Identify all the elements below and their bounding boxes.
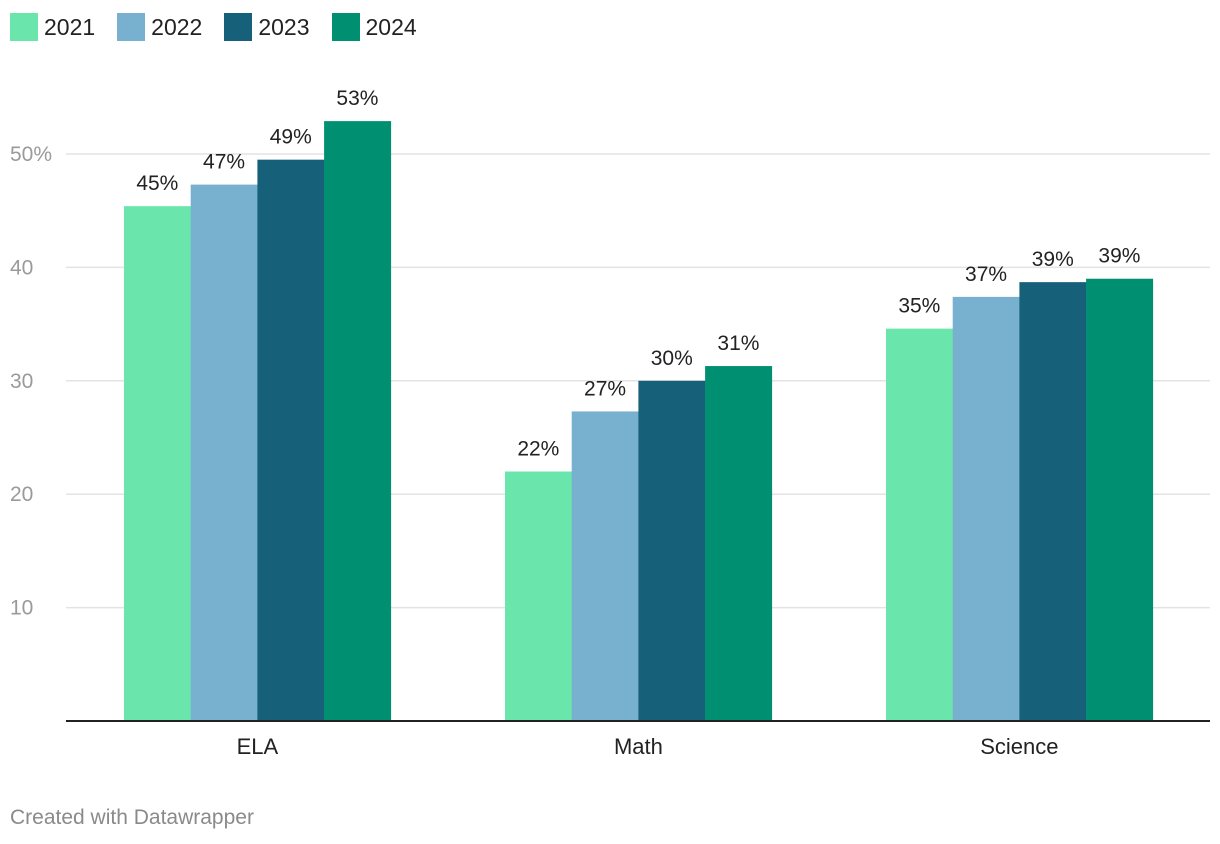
- bar-ela-2023: [257, 159, 325, 722]
- y-tick-label: 50%: [10, 143, 52, 166]
- x-category-label: ELA: [237, 734, 279, 759]
- data-label-science-2023: 39%: [1032, 248, 1074, 271]
- y-tick-label: 10: [10, 597, 33, 620]
- data-label-ela-2021: 45%: [136, 172, 178, 195]
- data-label-math-2023: 30%: [651, 347, 693, 370]
- bar-math-2021: [505, 471, 572, 721]
- bar-science-2023: [1019, 282, 1087, 721]
- legend-swatch-2022: [117, 13, 146, 41]
- data-label-ela-2022: 47%: [203, 151, 245, 174]
- legend-item-2021: 2021: [10, 13, 95, 41]
- bar-ela-2022: [190, 184, 258, 722]
- legend-swatch-2023: [224, 13, 253, 41]
- chart-legend: 2021 2022 2023 2024: [10, 12, 439, 42]
- bar-chart: 10 20 30 40 50% 45% 47% 49% 53% ELA 22% 27% 30% 31% Ma…: [10, 87, 1210, 759]
- legend-label-2021: 2021: [44, 13, 96, 40]
- data-label-science-2021: 35%: [898, 295, 940, 318]
- bar-ela-2021: [124, 206, 191, 721]
- legend-item-2023: 2023: [224, 13, 310, 41]
- data-label-math-2021: 22%: [517, 438, 559, 461]
- data-label-science-2024: 39%: [1098, 245, 1140, 268]
- bar-ela-2024: [324, 121, 392, 721]
- x-category-label: Science: [980, 734, 1058, 759]
- data-label-math-2024: 31%: [717, 332, 759, 355]
- data-label-ela-2023: 49%: [270, 126, 312, 149]
- bar-science-2024: [1086, 278, 1154, 721]
- legend-swatch-2024: [331, 13, 360, 41]
- legend-item-2024: 2024: [331, 13, 417, 41]
- data-label-math-2022: 27%: [584, 377, 626, 400]
- bar-science-2021: [886, 328, 953, 721]
- bar-math-2022: [571, 411, 639, 721]
- legend-swatch-2021: [10, 13, 38, 41]
- x-category-label: Math: [614, 734, 663, 759]
- legend-label-2022: 2022: [151, 13, 203, 40]
- data-label-ela-2024: 53%: [336, 87, 378, 110]
- footer-credit: Created with Datawrapper: [10, 806, 254, 829]
- legend-label-2023: 2023: [258, 13, 310, 40]
- y-tick-label: 40: [10, 256, 33, 279]
- bar-science-2022: [952, 296, 1020, 721]
- y-tick-label: 30: [10, 370, 33, 393]
- bar-math-2023: [638, 380, 706, 721]
- legend-item-2022: 2022: [117, 13, 202, 41]
- bar-math-2024: [705, 366, 773, 721]
- data-label-science-2022: 37%: [965, 263, 1007, 286]
- legend-label-2024: 2024: [365, 13, 417, 40]
- y-tick-label: 20: [10, 483, 33, 506]
